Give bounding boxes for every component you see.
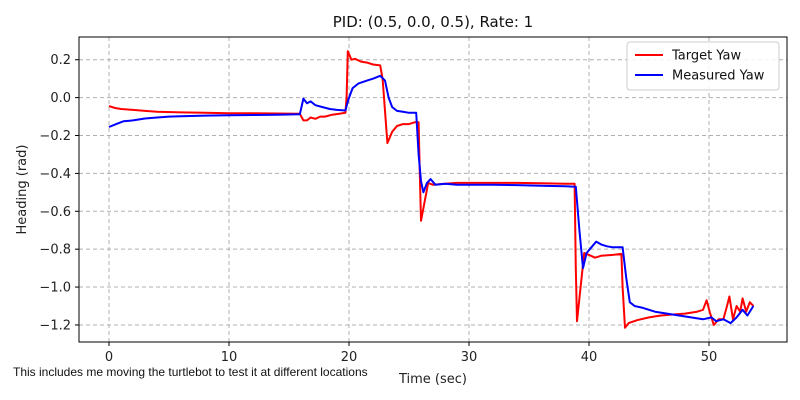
series-line-measured-yaw <box>108 74 755 325</box>
legend: Target Yaw Measured Yaw <box>626 41 780 91</box>
y-tick-label: 0.0 <box>50 91 71 106</box>
y-tick-label: −0.4 <box>39 167 71 182</box>
x-tick-label: 20 <box>341 350 358 365</box>
legend-label: Measured Yaw <box>672 69 765 84</box>
caption-note: This includes me moving the turtlebot to… <box>13 365 368 379</box>
x-tick-label: 40 <box>581 350 598 365</box>
y-tick-label: 0.2 <box>50 53 71 68</box>
x-tick-label: 10 <box>221 350 238 365</box>
x-tick-label: 50 <box>701 350 718 365</box>
y-tick-label: −0.6 <box>39 205 71 220</box>
legend-label: Target Yaw <box>671 49 741 64</box>
chart-title: PID: (0.5, 0.0, 0.5), Rate: 1 <box>333 13 533 31</box>
y-tick-label: −0.8 <box>39 243 71 258</box>
y-axis-label: Heading (rad) <box>15 145 30 235</box>
series-line-target-yaw <box>108 50 755 329</box>
y-tick-label: −1.2 <box>39 318 71 333</box>
x-tick-label: 30 <box>461 350 478 365</box>
x-tick-label: 0 <box>105 350 113 365</box>
axis-ticks: 0 10 20 30 40 50 0.2 0.0 −0.2 −0.4 −0.6 −0.8 −1.0 −1.… <box>39 53 717 365</box>
series-layer <box>108 50 755 329</box>
plot-frame <box>78 36 788 343</box>
x-axis-label: Time (sec) <box>398 372 467 387</box>
legend-box <box>626 41 780 91</box>
y-tick-label: −0.2 <box>39 129 71 144</box>
y-tick-label: −1.0 <box>39 281 71 296</box>
